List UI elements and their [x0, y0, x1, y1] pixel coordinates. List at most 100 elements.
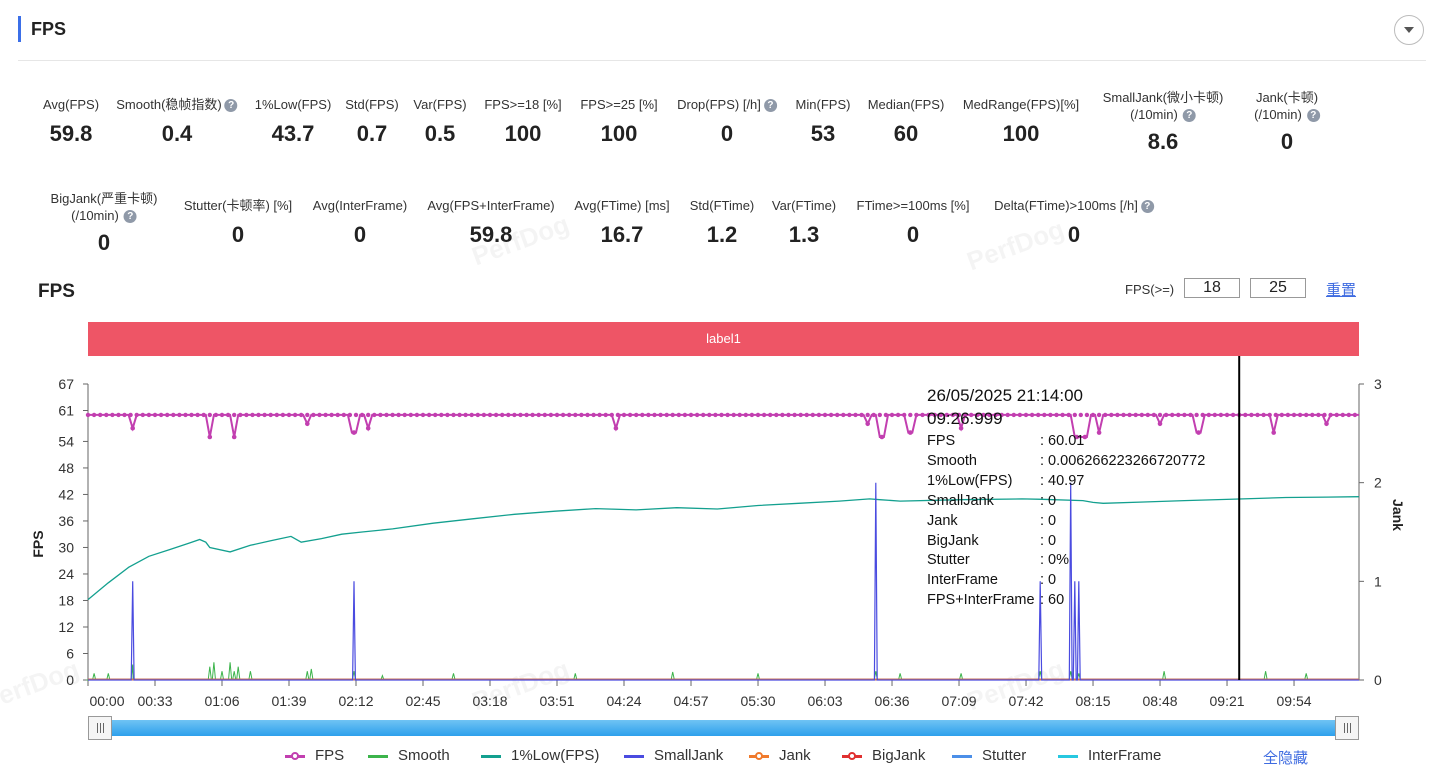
fps-point [1322, 412, 1327, 418]
legend-item-smooth[interactable]: Smooth [368, 747, 450, 764]
stat-value: 8.6 [1147, 129, 1179, 154]
stat-value: 0 [1280, 129, 1294, 154]
legend-item-jank[interactable]: Jank [749, 747, 811, 764]
help-icon[interactable]: ? [123, 210, 137, 224]
fps-point [481, 412, 487, 418]
stat-label-text: Var(FPS) [413, 97, 467, 112]
fps-threshold-input-1[interactable] [1184, 278, 1240, 298]
fps-point [189, 412, 194, 418]
x-tick-label: 06:36 [874, 693, 909, 709]
fps-point [177, 412, 182, 418]
fps-point [786, 412, 791, 418]
series-1pct-low-line [87, 496, 1360, 601]
fps-point [1170, 412, 1175, 418]
help-icon[interactable]: ? [1182, 109, 1196, 123]
fps-point [627, 412, 633, 418]
fps-point [329, 412, 334, 418]
fps-point [719, 412, 724, 418]
tooltip-row: FPS+InterFrame: 60 [927, 591, 1205, 611]
tooltip-row: BigJank: 0 [927, 532, 1205, 552]
legend-swatch [842, 751, 862, 761]
stat-1: Stutter(卡顿率) [%] 0 [184, 198, 292, 248]
stat-label-text: Min(FPS) [795, 97, 851, 112]
legend-item-interframe[interactable]: InterFrame [1058, 747, 1161, 764]
series-smalljank-line [88, 482, 1359, 681]
fps-point [713, 412, 718, 418]
fps-point [292, 412, 298, 418]
fps-point [950, 412, 956, 418]
fps-point [774, 412, 779, 418]
fps-point [1352, 412, 1358, 418]
stat-10: MedRange(FPS)[%] 100 [963, 97, 1079, 147]
fps-point [207, 412, 212, 418]
fps-point [1206, 412, 1212, 418]
x-tick-label: 04:24 [606, 693, 641, 709]
tooltip-value: : 0% [1040, 552, 1070, 569]
fps-point [1346, 412, 1352, 418]
legend-item-1-low-fps-[interactable]: 1%Low(FPS) [481, 747, 599, 764]
fps-point [359, 412, 365, 418]
fps-threshold-input-2[interactable] [1250, 278, 1306, 298]
help-icon[interactable]: ? [1306, 109, 1320, 123]
legend-item-bigjank[interactable]: BigJank [842, 747, 925, 764]
fps-point [390, 412, 395, 418]
stat-label-text: Avg(FPS+InterFrame) [427, 198, 555, 213]
stat-label-text: Median(FPS) [867, 97, 945, 112]
fps-point [938, 412, 943, 418]
label-band[interactable]: label1 [88, 322, 1359, 356]
legend-item-stutter[interactable]: Stutter [952, 747, 1026, 764]
stat-value: 0 [906, 222, 920, 247]
fps-point [621, 412, 627, 418]
tooltip-row: 1%Low(FPS): 40.97 [927, 472, 1205, 492]
fps-point [110, 412, 115, 418]
legend-item-smalljank[interactable]: SmallJank [624, 747, 723, 764]
reset-link[interactable]: 重置 [1326, 282, 1357, 299]
slider-handle-right[interactable] [1335, 716, 1359, 740]
fps-point [250, 412, 255, 418]
legend-item-fps[interactable]: FPS [285, 747, 344, 764]
fps-point [493, 412, 499, 418]
slider-track[interactable] [98, 720, 1349, 736]
fps-point [1255, 412, 1260, 418]
fps-point [128, 412, 133, 418]
fps-point [871, 412, 876, 418]
help-icon[interactable]: ? [224, 98, 238, 112]
stat-2: 1%Low(FPS) 43.7 [255, 97, 332, 147]
fps-point [384, 412, 389, 418]
fps-point [920, 412, 925, 418]
stat-label: Avg(FPS) [43, 97, 99, 113]
time-range-slider[interactable] [88, 716, 1359, 740]
fps-point [847, 412, 852, 418]
stat-label: 1%Low(FPS) [255, 97, 332, 113]
fps-point [512, 412, 517, 418]
fps-point [1096, 430, 1102, 435]
help-icon[interactable]: ? [1140, 199, 1154, 213]
stat-6: FPS>=25 [%] 100 [580, 97, 657, 147]
stat-12: Jank(卡顿) (/10min)? 0 [1254, 89, 1320, 155]
tooltip-key: InterFrame [927, 572, 998, 589]
collapse-button[interactable] [1394, 15, 1424, 45]
y-right-tick-label: 3 [1374, 376, 1382, 392]
fps-point [506, 412, 511, 418]
y-right-tick-label: 0 [1374, 672, 1382, 688]
stat-value: 43.7 [271, 121, 315, 146]
slider-handle-left[interactable] [88, 716, 112, 740]
fps-point [1212, 412, 1218, 418]
stat-value: 0.4 [161, 121, 193, 146]
stat-label: Delta(FTime)>100ms [/h]? [994, 198, 1154, 214]
chart-tooltip: 26/05/2025 21:14:00 09:26.999 FPS: 60.01… [927, 386, 1205, 611]
stat-label: MedRange(FPS)[%] [963, 97, 1079, 113]
help-icon[interactable]: ? [763, 98, 777, 112]
y-right-tick-label: 2 [1374, 475, 1382, 491]
fps-point [1029, 412, 1035, 418]
tooltip-value: : 60 [1040, 592, 1065, 609]
fps-point [1066, 412, 1071, 418]
stat-label: Avg(InterFrame) [313, 198, 407, 214]
fps-point [987, 412, 992, 418]
fps-point [256, 412, 261, 418]
fps-point [1176, 412, 1181, 418]
hide-all-button[interactable]: 全隐藏 [1263, 750, 1309, 767]
legend-swatch [624, 751, 644, 761]
stat-4: Avg(FTime) [ms] 16.7 [574, 198, 669, 248]
